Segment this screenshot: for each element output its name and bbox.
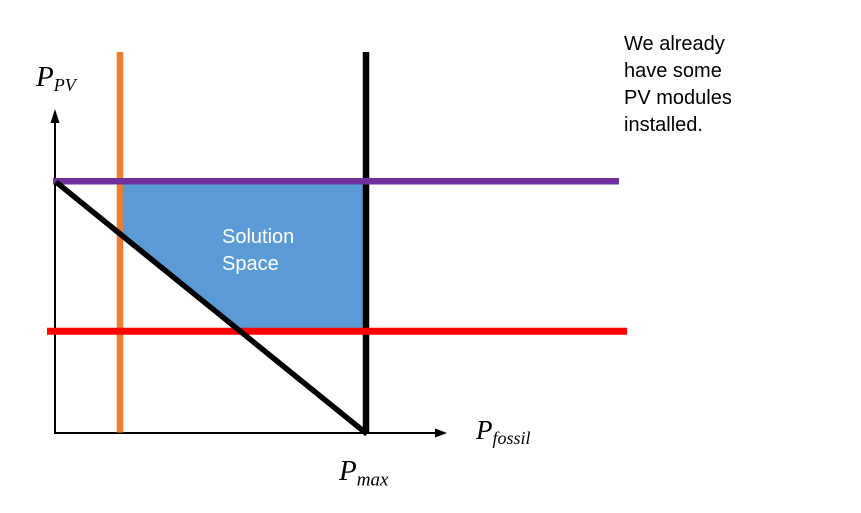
solution-space-region [121, 184, 363, 328]
pmax-label-main: P [339, 455, 357, 487]
annotation-line1: We already [624, 33, 725, 55]
pmax-label-sub: max [356, 469, 389, 491]
pmax-label: Pmax [339, 455, 388, 491]
y-axis-label-sub: PV [53, 75, 76, 96]
annotation-text: We already have some PV modules installe… [624, 31, 732, 139]
black-diagonal-line [54, 179, 369, 437]
annotation-line4: installed. [624, 114, 703, 136]
y-axis-arrowhead-icon [50, 109, 60, 123]
annotation-line2: have some [624, 60, 722, 82]
solution-space-label-line1: Solution [222, 226, 295, 248]
annotation-line3: PV modules [624, 87, 732, 109]
x-axis-label: Pfossil [476, 415, 531, 449]
x-axis-arrowhead-icon [435, 428, 447, 438]
y-axis-label: PPV [36, 61, 76, 96]
solution-space-label: Solution Space [222, 224, 294, 278]
x-axis-label-main: P [476, 415, 493, 445]
solution-space-label-line2: Space [222, 253, 279, 275]
y-axis-label-main: P [36, 61, 54, 93]
x-axis-label-sub: fossil [492, 428, 531, 449]
